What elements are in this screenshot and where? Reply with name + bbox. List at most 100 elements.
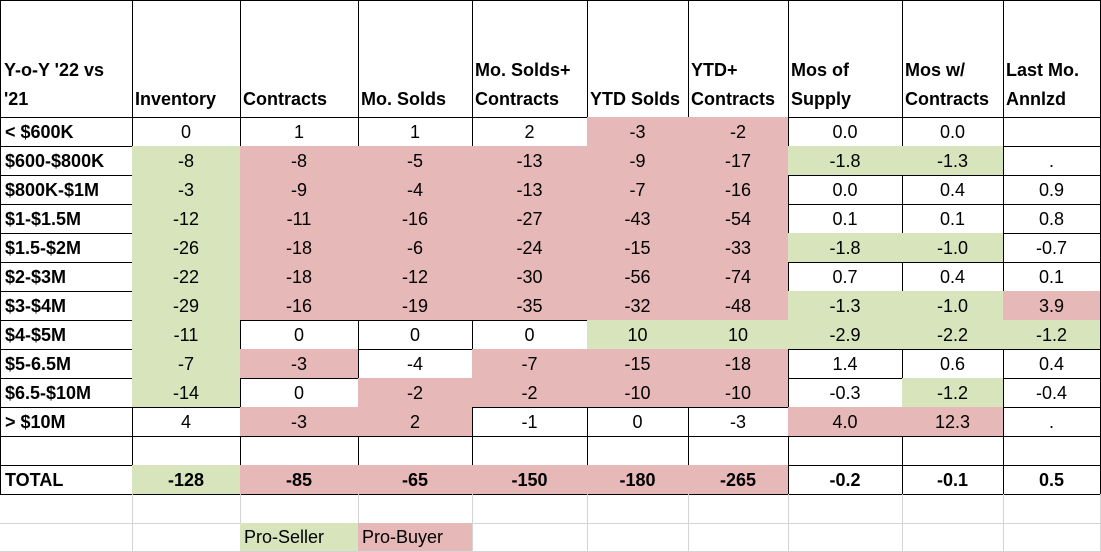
empty-cell (132, 494, 241, 524)
table-cell: 0.4 (902, 262, 1004, 292)
table-cell: . (1003, 146, 1101, 176)
empty-cell (1003, 523, 1101, 552)
total-cell: -128 (132, 465, 241, 495)
blank-cell (132, 436, 241, 466)
table-cell: 0.4 (1003, 349, 1101, 379)
table-cell: -29 (132, 291, 241, 321)
header-ytd-contracts: YTD+ Contracts (688, 0, 789, 118)
table-cell: -19 (358, 291, 473, 321)
table-cell: 1 (358, 117, 473, 147)
empty-cell (587, 523, 689, 552)
table-cell: -26 (132, 233, 241, 263)
table-cell: 1 (240, 117, 359, 147)
table-cell: -32 (587, 291, 689, 321)
empty-cell (132, 523, 241, 552)
table-cell: 0 (132, 117, 241, 147)
blank-cell (587, 436, 689, 466)
table-cell: -74 (688, 262, 789, 292)
legend-pro-seller: Pro-Seller (240, 523, 359, 552)
table-cell: -4 (358, 349, 473, 379)
blank-cell (472, 436, 588, 466)
table-cell: -1.3 (902, 146, 1004, 176)
table-cell: -1.8 (788, 233, 903, 263)
table-cell: 2 (472, 117, 588, 147)
table-cell: -7 (472, 349, 588, 379)
table-cell: -7 (132, 349, 241, 379)
header-ytd-solds: YTD Solds (587, 0, 689, 118)
table-cell: -24 (472, 233, 588, 263)
row-label: $4-$5M (0, 320, 133, 350)
table-cell: -9 (587, 146, 689, 176)
empty-cell (788, 494, 903, 524)
table-cell: 0.0 (788, 117, 903, 147)
table-cell: 0.8 (1003, 204, 1101, 234)
row-label: $600-$800K (0, 146, 133, 176)
table-cell: 0 (587, 407, 689, 437)
table-cell: -3 (240, 349, 359, 379)
table-cell: 0 (240, 320, 359, 350)
header-inventory: Inventory (132, 0, 241, 118)
table-cell: -16 (240, 291, 359, 321)
row-label: $2-$3M (0, 262, 133, 292)
total-cell: -180 (587, 465, 689, 495)
table-cell: 0.0 (788, 175, 903, 205)
table-cell: -10 (688, 378, 789, 408)
row-label: $3-$4M (0, 291, 133, 321)
legend-pro-buyer: Pro-Buyer (358, 523, 473, 552)
table-cell: -3 (688, 407, 789, 437)
table-cell: . (1003, 407, 1101, 437)
empty-cell (472, 523, 588, 552)
table-cell: 4.0 (788, 407, 903, 437)
table-cell: 0 (240, 378, 359, 408)
table-cell: -11 (132, 320, 241, 350)
table-cell: -18 (240, 262, 359, 292)
header-mo-solds: Mo. Solds (358, 0, 473, 118)
table-cell: -14 (132, 378, 241, 408)
header-range: Y-o-Y '22 vs '21 (0, 0, 133, 118)
table-cell: -43 (587, 204, 689, 234)
table-cell: -27 (472, 204, 588, 234)
table-cell: -56 (587, 262, 689, 292)
table-cell: -9 (240, 175, 359, 205)
empty-cell (902, 523, 1004, 552)
table-cell: -0.4 (1003, 378, 1101, 408)
total-label: TOTAL (0, 465, 133, 495)
header-mos-w-contracts: Mos w/ Contracts (902, 0, 1004, 118)
table-cell: -10 (587, 378, 689, 408)
table-cell (1003, 117, 1101, 147)
row-label: > $10M (0, 407, 133, 437)
table-cell: 1.4 (788, 349, 903, 379)
table-cell: -22 (132, 262, 241, 292)
total-cell: -150 (472, 465, 588, 495)
table-cell: -3 (132, 175, 241, 205)
blank-cell (358, 436, 473, 466)
empty-cell (688, 523, 789, 552)
row-label: $1.5-$2M (0, 233, 133, 263)
empty-cell (240, 494, 359, 524)
empty-cell (1003, 494, 1101, 524)
table-cell: -2.2 (902, 320, 1004, 350)
empty-cell (0, 523, 133, 552)
table-cell: -15 (587, 349, 689, 379)
table-cell: 3.9 (1003, 291, 1101, 321)
blank-cell (902, 436, 1004, 466)
table-cell: -2.9 (788, 320, 903, 350)
empty-cell (587, 494, 689, 524)
blank-cell (688, 436, 789, 466)
table-cell: -4 (358, 175, 473, 205)
row-label: $800K-$1M (0, 175, 133, 205)
table-cell: -3 (587, 117, 689, 147)
header-contracts: Contracts (240, 0, 359, 118)
total-cell: -0.2 (788, 465, 903, 495)
table-cell: -8 (132, 146, 241, 176)
total-cell: -0.1 (902, 465, 1004, 495)
empty-cell (902, 494, 1004, 524)
table-cell: 0.7 (788, 262, 903, 292)
table-cell: -1.3 (788, 291, 903, 321)
table-cell: -8 (240, 146, 359, 176)
table-cell: -2 (472, 378, 588, 408)
empty-cell (688, 494, 789, 524)
table-cell: -1.0 (902, 291, 1004, 321)
header-mo-solds-contracts: Mo. Solds+ Contracts (472, 0, 588, 118)
